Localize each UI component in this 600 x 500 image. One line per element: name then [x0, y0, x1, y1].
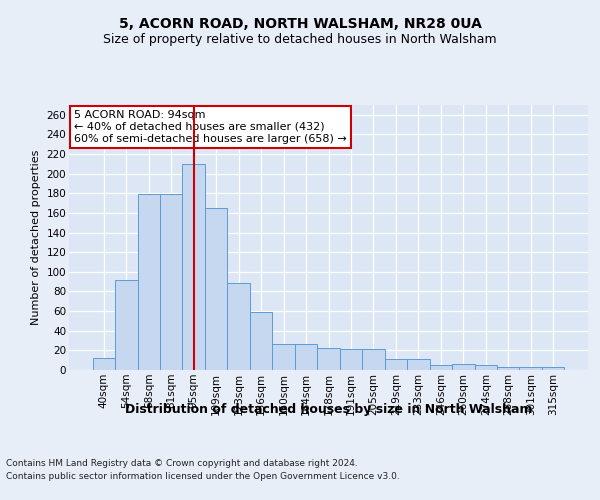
- Bar: [317, 348, 340, 370]
- Bar: [160, 194, 182, 370]
- Bar: [250, 312, 272, 370]
- Text: 5 ACORN ROAD: 94sqm
← 40% of detached houses are smaller (432)
60% of semi-detac: 5 ACORN ROAD: 94sqm ← 40% of detached ho…: [74, 110, 347, 144]
- Bar: [227, 282, 250, 370]
- Bar: [295, 344, 317, 370]
- Bar: [385, 359, 407, 370]
- Bar: [452, 364, 475, 370]
- Text: 5, ACORN ROAD, NORTH WALSHAM, NR28 0UA: 5, ACORN ROAD, NORTH WALSHAM, NR28 0UA: [119, 18, 481, 32]
- Bar: [362, 350, 385, 370]
- Text: Contains public sector information licensed under the Open Government Licence v3: Contains public sector information licen…: [6, 472, 400, 481]
- Bar: [340, 350, 362, 370]
- Bar: [92, 358, 115, 370]
- Bar: [520, 367, 542, 370]
- Text: Distribution of detached houses by size in North Walsham: Distribution of detached houses by size …: [125, 402, 533, 415]
- Bar: [137, 194, 160, 370]
- Bar: [272, 344, 295, 370]
- Text: Size of property relative to detached houses in North Walsham: Size of property relative to detached ho…: [103, 32, 497, 46]
- Bar: [205, 208, 227, 370]
- Bar: [115, 280, 137, 370]
- Bar: [430, 365, 452, 370]
- Bar: [542, 367, 565, 370]
- Bar: [407, 359, 430, 370]
- Bar: [475, 365, 497, 370]
- Text: Contains HM Land Registry data © Crown copyright and database right 2024.: Contains HM Land Registry data © Crown c…: [6, 458, 358, 468]
- Bar: [497, 367, 520, 370]
- Y-axis label: Number of detached properties: Number of detached properties: [31, 150, 41, 325]
- Bar: [182, 164, 205, 370]
